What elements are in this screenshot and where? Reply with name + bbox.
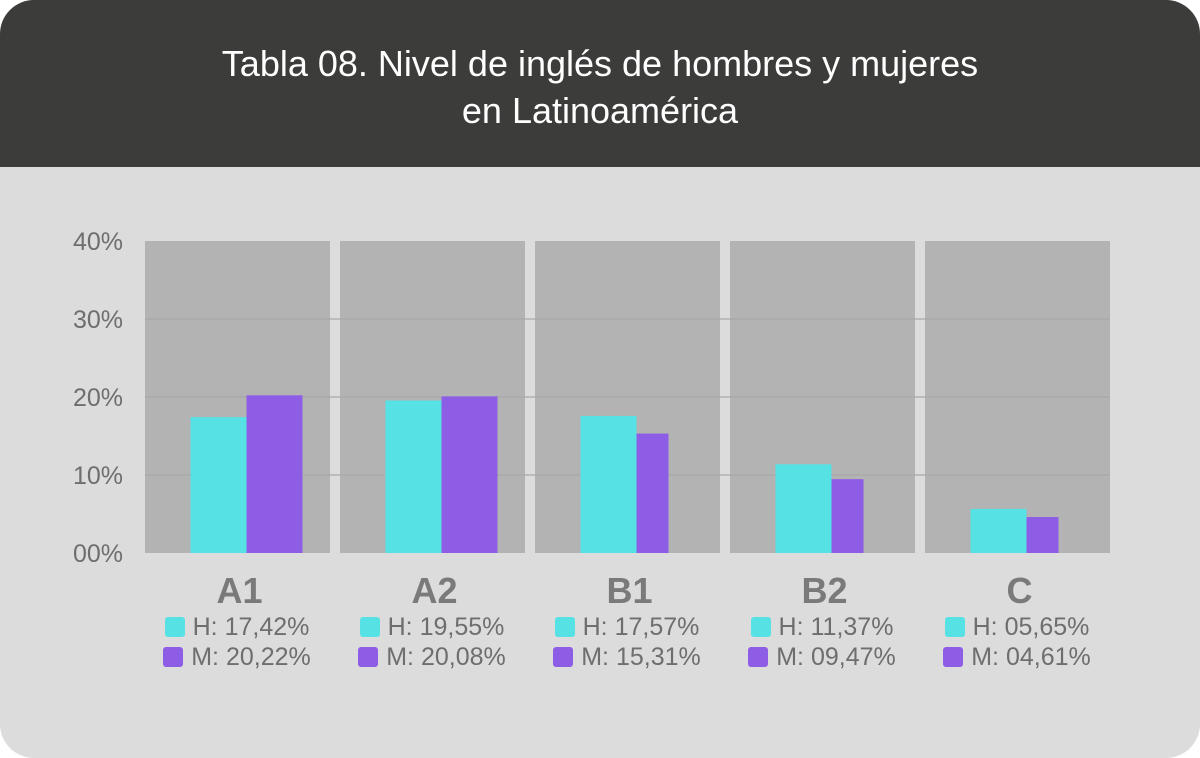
category-label-b2: B2: [801, 570, 847, 611]
bar-m-c: [1026, 517, 1059, 553]
legend-swatch-hombres: [554, 617, 575, 637]
legend-swatch-mujeres: [748, 647, 769, 667]
legend-label: H: 17,57%: [582, 612, 700, 641]
legend-label: H: 17,42%: [192, 612, 310, 641]
category-label-c: C: [1007, 570, 1033, 611]
legend-row-mujeres: M: 09,47%: [727, 642, 917, 672]
legend-swatch-hombres: [750, 617, 771, 637]
bar-h-b2: [775, 464, 832, 553]
bar-chart: 00% 10% 20% 30% 40% A1 A2 B1 B2 C: [73, 228, 1110, 611]
legend-label: H: 05,65%: [972, 612, 1090, 641]
legend-row-hombres: H: 17,42%: [142, 612, 332, 642]
chart-title: Tabla 08. Nivel de inglés de hombres y m…: [221, 42, 979, 131]
legend-label: M: 20,22%: [191, 642, 311, 671]
y-tick-label: 00%: [73, 540, 123, 568]
legend-row-mujeres: M: 15,31%: [532, 642, 722, 672]
y-tick-label: 40%: [73, 228, 123, 256]
legend-label: M: 09,47%: [776, 642, 896, 671]
legend-group: H: 11,37% M: 09,47%: [727, 612, 917, 672]
legend-swatch-mujeres: [358, 647, 379, 667]
y-tick-label: 10%: [73, 462, 123, 490]
legend-group: H: 17,57% M: 15,31%: [532, 612, 722, 672]
y-tick-label: 30%: [73, 306, 123, 334]
legend-swatch-hombres: [944, 617, 965, 637]
legend-row-mujeres: M: 20,08%: [337, 642, 527, 672]
legend-label: M: 15,31%: [581, 642, 701, 671]
bar-h-b1: [580, 415, 637, 553]
legend-group: H: 17,42% M: 20,22%: [142, 612, 332, 672]
legend-label: H: 11,37%: [778, 612, 894, 641]
bar-m-b1: [636, 433, 669, 553]
bar-h-a1: [190, 417, 247, 553]
legend-label: M: 04,61%: [971, 642, 1091, 671]
legend-group: H: 19,55% M: 20,08%: [337, 612, 527, 672]
legend-swatch-mujeres: [943, 647, 964, 667]
legend-swatch-mujeres: [163, 647, 184, 667]
y-tick-label: 20%: [73, 384, 123, 412]
legend-swatch-hombres: [359, 617, 380, 637]
legend-swatch-mujeres: [553, 647, 574, 667]
bar-h-a2: [385, 400, 442, 553]
legend-row-mujeres: M: 20,22%: [142, 642, 332, 672]
category-label-a1: A1: [216, 570, 262, 611]
legend-group: H: 05,65% M: 04,61%: [922, 612, 1112, 672]
category-label-b1: B1: [606, 570, 652, 611]
legend-row-hombres: H: 19,55%: [337, 612, 527, 642]
legend-row-hombres: H: 05,65%: [922, 612, 1112, 642]
legend-swatch-hombres: [164, 617, 185, 637]
category-label-a2: A2: [411, 570, 457, 611]
bar-h-c: [970, 508, 1027, 553]
bar-m-a1: [246, 395, 303, 553]
legend-label: M: 20,08%: [386, 642, 506, 671]
bar-m-b2: [831, 479, 864, 553]
legend-row-hombres: H: 17,57%: [532, 612, 722, 642]
bar-m-a2: [441, 396, 498, 553]
legend-row-hombres: H: 11,37%: [727, 612, 917, 642]
chart-header: Tabla 08. Nivel de inglés de hombres y m…: [0, 0, 1200, 167]
legend-label: H: 19,55%: [387, 612, 505, 641]
legend-row-mujeres: M: 04,61%: [922, 642, 1112, 672]
